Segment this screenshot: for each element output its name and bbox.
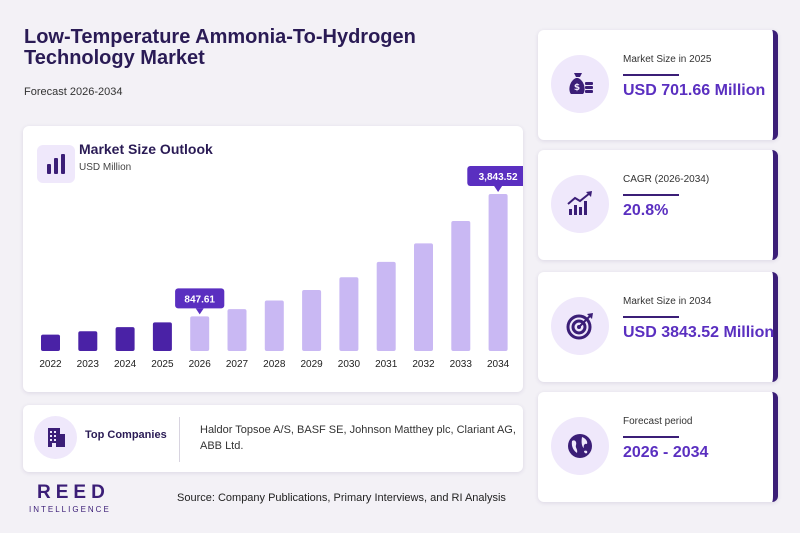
data-label-2034: 3,843.52 [467,166,523,192]
data-label-2026: 847.61 [175,288,225,315]
bar-2025 [152,322,172,351]
page-subtitle: Forecast 2026-2034 [24,86,123,98]
x-tick-label: 2028 [263,359,286,370]
chart-card: Market Size Outlook USD Million 2022 2023… [23,126,523,392]
kpi-label: Market Size in 2025 [623,54,712,65]
money-bag-icon: $ [551,55,609,113]
kpi-value: 20.8% [623,202,669,219]
bar-2030 [339,277,359,351]
bar-2034 [488,194,508,351]
growth-chart-icon [551,175,609,233]
kpi-card-market-size-2025: $ Market Size in 2025 USD 701.66 Million [538,30,778,140]
globe-icon [551,417,609,475]
target-icon [551,297,609,355]
svg-text:847.61: 847.61 [184,294,215,305]
bar-2032 [414,243,433,351]
bar-2028 [264,300,284,351]
bar-2024 [115,327,135,351]
bar-2029 [302,289,322,351]
page-title: Low-Temperature Ammonia-To-Hydrogen Tech… [24,26,416,69]
kpi-underline [623,194,679,196]
x-tick-label: 2029 [300,359,323,370]
x-tick-label: 2034 [487,359,510,370]
bar-2027 [227,309,247,351]
chart-title: Market Size Outlook [79,141,213,157]
x-tick-label: 2026 [189,359,212,370]
top-companies-list: Haldor Topsoe A/S, BASF SE, Johnson Matt… [200,424,516,452]
building-icon [34,416,77,459]
brand-logo: REED [37,482,110,503]
kpi-card-forecast-period: Forecast period 2026 - 2034 [538,392,778,502]
kpi-label: Market Size in 2034 [623,296,712,307]
x-tick-label: 2030 [338,359,361,370]
kpi-underline [623,74,679,76]
source-note: Source: Company Publications, Primary In… [177,492,506,504]
divider [179,417,180,462]
kpi-value: USD 3843.52 Million [623,324,775,341]
x-tick-label: 2033 [450,359,473,370]
bar-2031 [376,261,396,351]
brand-logo-subtitle: INTELLIGENCE [29,505,111,514]
kpi-label: CAGR (2026-2034) [623,174,710,185]
kpi-underline [623,436,679,438]
kpi-value: USD 701.66 Million [623,82,766,99]
x-tick-label: 2025 [151,359,174,370]
x-tick-label: 2024 [114,359,137,370]
kpi-value: 2026 - 2034 [623,444,709,461]
bar-2033 [451,221,471,351]
top-companies-card: Top Companies Haldor Topsoe A/S, BASF SE… [23,405,523,472]
x-tick-label: 2023 [77,359,100,370]
svg-text:$: $ [574,83,580,93]
bar-2026 [190,316,210,351]
kpi-underline [623,316,679,318]
x-tick-label: 2022 [39,359,62,370]
kpi-label: Forecast period [623,416,693,427]
top-companies-label: Top Companies [85,429,167,441]
x-tick-label: 2032 [412,359,435,370]
x-tick-label: 2027 [226,359,249,370]
kpi-card-cagr: CAGR (2026-2034) 20.8% [538,150,778,260]
bar-2023 [78,331,98,351]
kpi-card-market-size-2034: Market Size in 2034 USD 3843.52 Million [538,272,778,382]
bar-chart-icon [37,145,75,183]
bar-2022 [41,334,60,351]
market-size-chart: 2022 2023 2024 2025 2026 2027 2028 2029 2030 2031… [39,166,523,370]
chart-unit: USD Million [79,162,132,173]
x-tick-label: 2031 [375,359,398,370]
svg-text:3,843.52: 3,843.52 [479,172,518,183]
